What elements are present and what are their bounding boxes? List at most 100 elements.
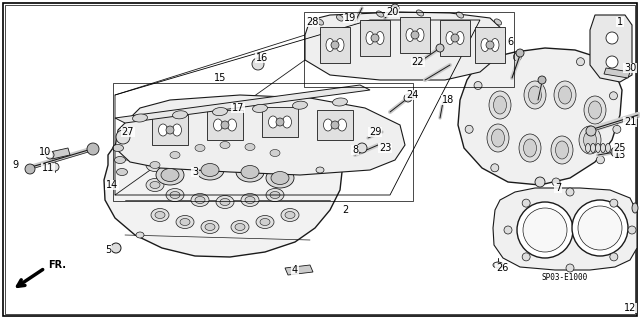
Circle shape [46,151,54,159]
Ellipse shape [337,119,346,131]
Circle shape [566,188,574,196]
Ellipse shape [584,131,596,149]
Ellipse shape [333,98,348,106]
Circle shape [552,178,560,186]
Circle shape [596,156,604,164]
Text: 6: 6 [507,37,513,47]
Polygon shape [152,115,188,145]
Ellipse shape [256,216,274,228]
Ellipse shape [201,164,219,176]
Text: 12: 12 [624,303,636,313]
Text: 17: 17 [232,103,244,113]
Ellipse shape [270,150,280,157]
Circle shape [491,164,499,172]
Ellipse shape [149,140,161,150]
Text: 20: 20 [386,7,398,17]
Ellipse shape [487,124,509,152]
Ellipse shape [132,114,147,122]
Ellipse shape [282,116,291,128]
Ellipse shape [241,166,259,179]
Ellipse shape [173,111,188,119]
Polygon shape [458,48,622,185]
Polygon shape [604,68,630,78]
Ellipse shape [493,96,506,114]
Circle shape [391,4,399,12]
Text: 9: 9 [12,160,18,170]
Text: 2: 2 [342,205,348,215]
Text: 8: 8 [352,145,358,155]
Circle shape [486,41,494,49]
Ellipse shape [446,32,454,44]
Ellipse shape [116,168,127,175]
Ellipse shape [366,32,374,44]
Text: 14: 14 [106,180,118,190]
Ellipse shape [492,129,504,147]
Text: 4: 4 [292,265,298,275]
Circle shape [436,44,444,52]
Text: 23: 23 [379,143,391,153]
Ellipse shape [595,144,600,152]
Polygon shape [262,107,298,137]
Ellipse shape [600,144,605,152]
Ellipse shape [551,136,573,164]
Ellipse shape [241,140,259,153]
Ellipse shape [241,194,259,206]
Circle shape [451,34,459,42]
Ellipse shape [493,262,503,268]
Circle shape [522,253,530,261]
Ellipse shape [605,144,611,152]
Circle shape [357,143,367,153]
Circle shape [606,56,618,68]
Text: 18: 18 [442,95,454,105]
Ellipse shape [270,191,280,198]
Ellipse shape [220,142,230,149]
Ellipse shape [166,189,184,202]
Text: 15: 15 [214,73,226,83]
Ellipse shape [170,152,180,159]
Ellipse shape [269,140,281,150]
Circle shape [516,49,524,57]
Ellipse shape [180,219,190,226]
Ellipse shape [236,162,264,182]
Ellipse shape [220,198,230,205]
Ellipse shape [161,168,179,182]
Ellipse shape [115,157,125,164]
Ellipse shape [156,165,184,185]
Ellipse shape [205,224,215,231]
Ellipse shape [151,209,169,221]
Ellipse shape [591,144,595,152]
Circle shape [578,206,622,250]
Ellipse shape [170,191,180,198]
Ellipse shape [150,182,160,189]
Ellipse shape [376,11,383,17]
Ellipse shape [337,15,344,21]
Circle shape [609,92,618,100]
Ellipse shape [136,232,144,238]
Circle shape [517,202,573,258]
Circle shape [221,121,229,129]
Circle shape [611,147,621,157]
Ellipse shape [489,91,511,119]
Text: 1: 1 [617,17,623,27]
Ellipse shape [196,160,224,180]
Ellipse shape [376,32,384,44]
Polygon shape [305,12,505,80]
Circle shape [331,121,339,129]
Ellipse shape [214,119,223,131]
Text: 29: 29 [369,127,381,137]
Circle shape [404,94,412,102]
Text: 5: 5 [105,245,111,255]
Polygon shape [115,95,405,175]
Ellipse shape [159,124,168,136]
Ellipse shape [456,32,464,44]
Polygon shape [104,113,342,257]
Ellipse shape [416,28,424,41]
Ellipse shape [245,197,255,204]
Ellipse shape [216,138,234,152]
Ellipse shape [155,211,165,219]
Circle shape [513,53,522,61]
Ellipse shape [281,209,299,221]
Ellipse shape [253,104,268,112]
Circle shape [522,199,530,207]
Text: 30: 30 [624,63,636,73]
